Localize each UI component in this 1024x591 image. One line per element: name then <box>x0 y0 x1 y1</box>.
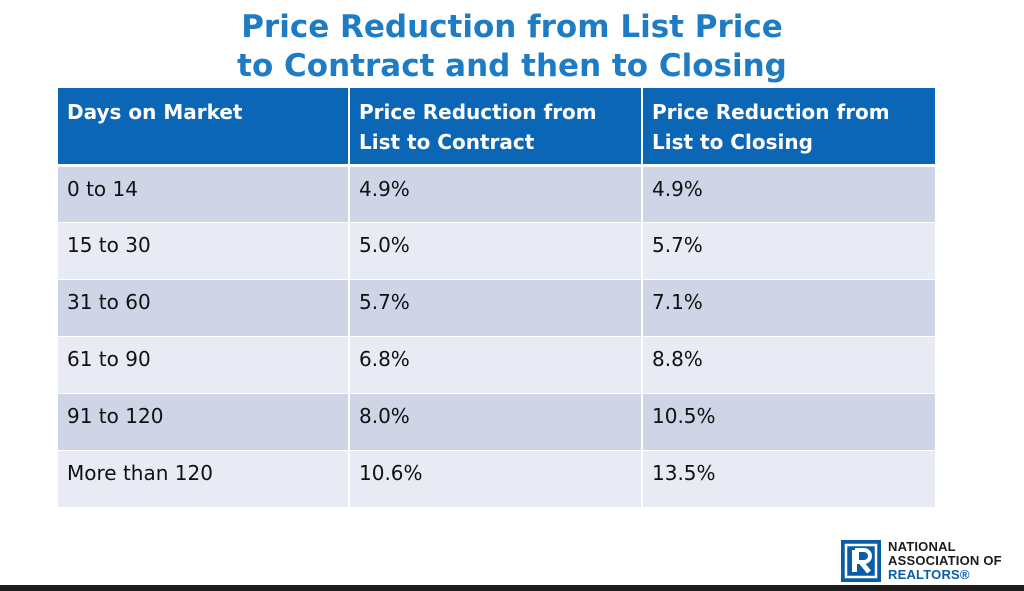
price-reduction-table: Days on Market Price Reduction from List… <box>58 88 935 508</box>
cell-to-closing: 13.5% <box>642 450 935 508</box>
table-row: More than 120 10.6% 13.5% <box>58 450 935 508</box>
logo-text: NATIONAL ASSOCIATION OF REALTORS® <box>888 540 1002 582</box>
header-reduction-to-closing: Price Reduction from List to Closing <box>642 88 935 167</box>
cell-to-contract: 5.7% <box>349 279 643 337</box>
logo-line-2: ASSOCIATION OF <box>888 553 1002 568</box>
table-row: 31 to 60 5.7% 7.1% <box>58 279 935 337</box>
title-line-1: Price Reduction from List Price <box>241 9 783 45</box>
nar-logo: NATIONAL ASSOCIATION OF REALTORS® <box>841 538 1002 584</box>
logo-line-1: NATIONAL <box>888 539 956 554</box>
cell-to-closing: 8.8% <box>642 336 935 394</box>
cell-to-contract: 6.8% <box>349 336 643 394</box>
logo-line-3: REALTORS® <box>888 567 970 582</box>
table-row: 0 to 14 4.9% 4.9% <box>58 165 935 223</box>
cell-days: 31 to 60 <box>58 279 350 337</box>
table-header-row: Days on Market Price Reduction from List… <box>58 88 935 167</box>
bottom-bar <box>0 585 1024 591</box>
cell-to-contract: 5.0% <box>349 222 643 280</box>
table-row: 91 to 120 8.0% 10.5% <box>58 393 935 451</box>
header-days-on-market: Days on Market <box>58 88 350 167</box>
title-line-2: to Contract and then to Closing <box>237 48 787 84</box>
cell-to-closing: 5.7% <box>642 222 935 280</box>
cell-to-closing: 7.1% <box>642 279 935 337</box>
realtor-r-icon <box>841 540 881 582</box>
cell-days: 0 to 14 <box>58 165 350 223</box>
header-reduction-to-contract: Price Reduction from List to Contract <box>349 88 643 167</box>
table-row: 15 to 30 5.0% 5.7% <box>58 222 935 280</box>
cell-days: 15 to 30 <box>58 222 350 280</box>
cell-to-contract: 10.6% <box>349 450 643 508</box>
cell-to-contract: 4.9% <box>349 165 643 223</box>
cell-to-closing: 10.5% <box>642 393 935 451</box>
table-row: 61 to 90 6.8% 8.8% <box>58 336 935 394</box>
slide-title: Price Reduction from List Price to Contr… <box>0 8 1024 86</box>
cell-days: More than 120 <box>58 450 350 508</box>
cell-days: 61 to 90 <box>58 336 350 394</box>
cell-days: 91 to 120 <box>58 393 350 451</box>
cell-to-contract: 8.0% <box>349 393 643 451</box>
cell-to-closing: 4.9% <box>642 165 935 223</box>
